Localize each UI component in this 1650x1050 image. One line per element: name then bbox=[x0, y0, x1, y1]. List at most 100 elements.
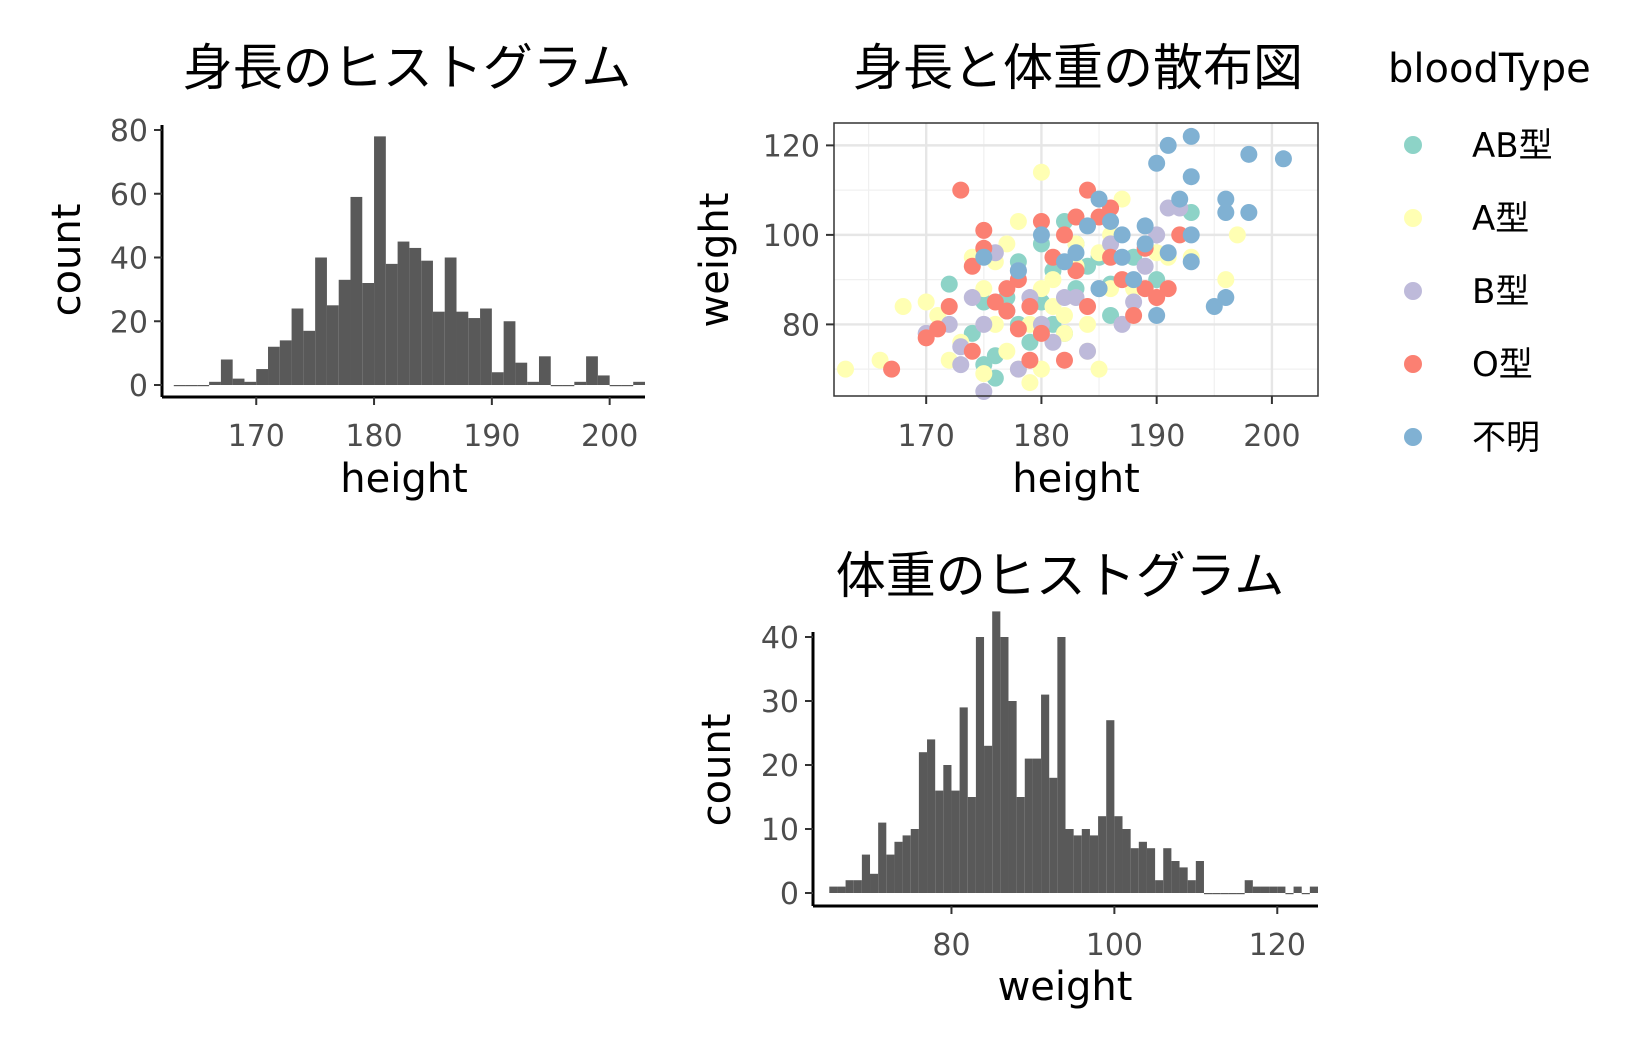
histogram-bar bbox=[538, 356, 551, 385]
histogram-bar bbox=[935, 790, 944, 893]
histogram-bar bbox=[1024, 758, 1033, 893]
scatter-point bbox=[1136, 257, 1154, 275]
scatter-point bbox=[1136, 235, 1154, 253]
histogram-bar bbox=[943, 765, 952, 893]
histogram-bar bbox=[1122, 829, 1131, 893]
legend-key bbox=[1404, 282, 1422, 300]
scatter-point bbox=[917, 329, 935, 347]
histogram-bar bbox=[837, 886, 846, 893]
y-tick-label: 80 bbox=[110, 114, 148, 149]
scatter-point bbox=[1079, 297, 1097, 315]
histogram-bar bbox=[550, 385, 563, 387]
histogram-bar bbox=[1106, 720, 1115, 893]
weight-histogram-y-label: count bbox=[694, 714, 740, 827]
scatter-point bbox=[1102, 212, 1120, 230]
scatter-y-label: weight bbox=[692, 193, 738, 328]
histogram-bar bbox=[1065, 829, 1074, 893]
scatter-point bbox=[1067, 244, 1085, 262]
scatter-point bbox=[1032, 212, 1050, 230]
scatter-point bbox=[1021, 374, 1039, 392]
scatter-point bbox=[1032, 360, 1050, 378]
scatter-point bbox=[1044, 271, 1062, 289]
scatter-point bbox=[883, 360, 901, 378]
scatter-point bbox=[1113, 248, 1131, 266]
histogram-bar bbox=[1073, 835, 1082, 893]
scatter-point bbox=[998, 235, 1016, 253]
histogram-bar bbox=[951, 790, 960, 893]
x-tick-label: 190 bbox=[463, 419, 520, 454]
legend-label: 不明 bbox=[1472, 418, 1540, 458]
scatter-point bbox=[1182, 253, 1200, 271]
scatter-point bbox=[929, 320, 947, 338]
height-histogram-title: 身長のヒストグラム bbox=[183, 39, 632, 97]
scatter-point bbox=[1125, 293, 1143, 311]
histogram-bar bbox=[268, 346, 280, 385]
scatter-point bbox=[1113, 190, 1131, 208]
histogram-bar bbox=[975, 637, 985, 893]
histogram-bar bbox=[597, 375, 610, 385]
histogram-bar bbox=[1269, 886, 1278, 893]
histogram-bar bbox=[350, 196, 363, 385]
scatter-point bbox=[1079, 315, 1097, 333]
scatter-point bbox=[1079, 217, 1097, 235]
histogram-bar bbox=[1057, 637, 1066, 893]
scatter-point bbox=[837, 360, 855, 378]
x-tick-label: 100 bbox=[1086, 928, 1143, 963]
scatter-point bbox=[1055, 351, 1073, 369]
histogram-bar bbox=[1252, 886, 1261, 893]
scatter-point bbox=[952, 356, 970, 374]
y-tick-label: 30 bbox=[761, 685, 799, 720]
histogram-bar bbox=[421, 260, 433, 385]
histogram-bar bbox=[1220, 893, 1229, 895]
scatter-point bbox=[1148, 226, 1166, 244]
histogram-bar bbox=[468, 318, 481, 385]
scatter-point bbox=[1079, 342, 1097, 360]
histogram-bar bbox=[1098, 816, 1107, 893]
height-histogram-y-label: count bbox=[44, 204, 90, 317]
scatter-point bbox=[1032, 163, 1050, 181]
histogram-bar bbox=[409, 247, 422, 385]
histogram-bar bbox=[1008, 701, 1017, 893]
y-tick-label: 120 bbox=[763, 129, 820, 164]
weight-histogram-bars bbox=[829, 611, 1318, 895]
height-histogram-x-ticks: 170 180 190 200 bbox=[228, 397, 638, 454]
histogram-bar bbox=[586, 356, 598, 385]
histogram-bar bbox=[574, 381, 587, 385]
legend-key bbox=[1404, 428, 1422, 446]
histogram-bar bbox=[1089, 835, 1099, 893]
x-tick-label: 80 bbox=[932, 928, 970, 963]
scatter-point bbox=[1182, 127, 1200, 145]
scatter-point bbox=[1228, 226, 1246, 244]
scatter-point bbox=[1044, 333, 1062, 351]
height-histogram-y-ticks: 0 20 40 60 80 bbox=[110, 114, 162, 404]
histogram-bar bbox=[1114, 816, 1123, 893]
scatter-point bbox=[963, 324, 981, 342]
histogram-bar bbox=[385, 263, 398, 385]
scatter-point bbox=[1055, 226, 1073, 244]
histogram-bar bbox=[562, 385, 575, 387]
histogram-bar bbox=[220, 359, 233, 385]
scatter-point bbox=[1125, 306, 1143, 324]
histogram-bar bbox=[633, 381, 645, 385]
histogram-bar bbox=[503, 321, 516, 385]
histogram-bar bbox=[918, 752, 928, 893]
scatter-point bbox=[1055, 306, 1073, 324]
scatter-point bbox=[1136, 217, 1154, 235]
scatter-point bbox=[1113, 226, 1131, 244]
scatter-point bbox=[1032, 280, 1050, 298]
histogram-bar bbox=[480, 308, 492, 385]
scatter-point bbox=[975, 383, 993, 401]
y-tick-label: 10 bbox=[761, 813, 799, 848]
y-tick-label: 80 bbox=[782, 308, 820, 343]
histogram-bar bbox=[1301, 893, 1310, 895]
histogram-bar bbox=[910, 829, 919, 893]
histogram-bar bbox=[1309, 886, 1318, 893]
histogram-bar bbox=[1212, 893, 1221, 895]
scatter-point bbox=[1021, 351, 1039, 369]
scatter-x-label: height bbox=[1012, 456, 1140, 502]
scatter-points bbox=[837, 127, 1292, 401]
histogram-bar bbox=[326, 305, 339, 385]
histogram-bar bbox=[894, 841, 903, 893]
scatter-point bbox=[1205, 297, 1223, 315]
